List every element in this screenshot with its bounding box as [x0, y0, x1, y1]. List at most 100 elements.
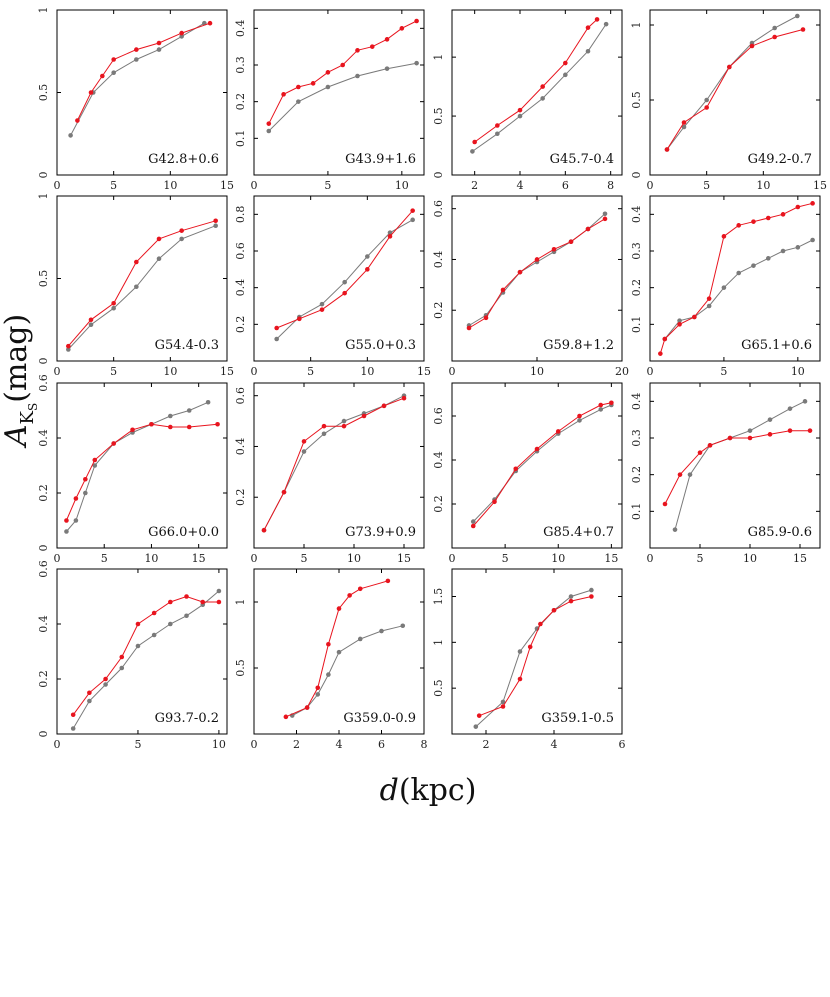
data-point-gray — [103, 682, 108, 687]
data-point-gray — [151, 632, 157, 638]
data-point-red — [598, 402, 604, 408]
y-axis-sub: K — [17, 410, 38, 424]
panel-label: G73.9+0.9 — [345, 525, 416, 540]
y-tick-label: 0.4 — [234, 438, 247, 456]
data-point-gray — [325, 84, 331, 90]
data-point-red — [585, 25, 591, 30]
x-tick-label: 6 — [619, 738, 626, 751]
x-tick-label: 15 — [192, 552, 206, 565]
data-point-red — [111, 441, 116, 446]
series-line-gray — [472, 404, 612, 522]
data-point-gray — [274, 336, 279, 342]
data-point-red — [261, 527, 267, 533]
data-point-red — [747, 435, 753, 441]
data-point-red — [401, 395, 407, 401]
x-tick-label: 5 — [697, 552, 704, 565]
data-point-red — [765, 215, 771, 221]
y-tick-label: 0.6 — [432, 407, 445, 425]
panel-frame — [56, 568, 228, 735]
data-point-gray — [795, 13, 800, 19]
x-tick-label: 10 — [144, 552, 158, 565]
y-tick-label: 0.3 — [234, 56, 247, 74]
data-point-red — [88, 317, 94, 323]
panel-g49-2-0-7: 0 5 10 15 0 0.5 1 G49.2-0.7 — [630, 9, 827, 192]
data-point-red — [381, 403, 387, 409]
series-line-red — [76, 22, 211, 121]
panel-label: G93.7-0.2 — [155, 711, 219, 726]
data-point-gray — [384, 66, 390, 71]
x-tick-label: 15 — [397, 552, 411, 565]
data-point-red — [149, 421, 154, 427]
y-tick-label: 0.8 — [234, 206, 247, 224]
x-tick-label: 15 — [793, 552, 807, 565]
y-tick-label: 0.4 — [432, 251, 445, 269]
data-point-gray — [602, 211, 608, 217]
x-tick-label: 15 — [813, 179, 827, 192]
data-point-red — [184, 594, 189, 599]
y-axis-title: AKS(mag) — [0, 314, 40, 449]
data-point-red — [517, 107, 523, 113]
data-point-gray — [88, 322, 94, 328]
data-point-red — [369, 44, 375, 49]
x-tick-label: 10 — [551, 552, 565, 565]
y-axis-unit: (mag) — [0, 314, 34, 403]
x-tick-label: 5 — [502, 552, 509, 565]
y-axis-subsub: S — [26, 403, 40, 411]
series-line-red — [659, 202, 813, 354]
y-tick-label: 0 — [37, 358, 50, 365]
x-tick-label: 10 — [212, 738, 226, 751]
data-point-red — [772, 34, 777, 40]
data-point-gray — [765, 256, 771, 261]
data-point-gray — [787, 406, 793, 411]
data-point-red — [319, 307, 325, 312]
data-point-red — [658, 351, 663, 356]
series-line-gray — [674, 400, 806, 530]
data-point-red — [589, 594, 594, 599]
x-tick-label: 0 — [54, 365, 61, 378]
data-point-red — [215, 421, 220, 427]
data-point-gray — [563, 72, 568, 78]
y-tick-label: 0.6 — [234, 387, 247, 405]
panel-g66-0-0-0: 0 5 10 15 0 0.2 0.4 0.6 G66.0+0.0 — [37, 374, 228, 565]
data-point-gray — [168, 413, 173, 419]
y-tick-label: 1 — [432, 639, 445, 646]
data-point-gray — [156, 256, 162, 262]
data-point-red — [751, 219, 756, 224]
data-point-red — [540, 84, 545, 89]
data-point-gray — [772, 25, 777, 31]
y-tick-label: 0.2 — [234, 488, 247, 506]
data-point-gray — [205, 399, 211, 405]
y-tick-label: 0.1 — [234, 130, 247, 148]
data-point-red — [517, 269, 523, 275]
data-point-red — [517, 676, 523, 682]
data-point-red — [538, 621, 543, 627]
panel-label: G359.0-0.9 — [343, 711, 416, 726]
data-point-red — [472, 139, 477, 145]
panel-g359-1-0-5: 2 4 6 0.5 1 1.5 G359.1-0.5 — [432, 568, 626, 751]
data-point-gray — [795, 245, 801, 250]
data-point-red — [304, 705, 310, 710]
x-tick-label: 15 — [220, 365, 234, 378]
data-point-red — [585, 226, 591, 232]
data-point-gray — [704, 97, 709, 103]
panel-g359-0-0-9: 0 2 4 6 8 0.5 1 G359.0-0.9 — [234, 568, 428, 751]
data-point-red — [466, 325, 472, 331]
data-point-gray — [70, 726, 76, 731]
data-point-gray — [500, 699, 506, 705]
y-tick-label: 0.2 — [37, 484, 50, 502]
y-tick-label: 0.2 — [234, 316, 247, 334]
data-point-red — [70, 712, 76, 718]
data-point-red — [357, 586, 363, 592]
data-point-red — [179, 228, 184, 233]
panel-frame — [649, 382, 821, 549]
data-point-gray — [767, 417, 773, 422]
data-point-gray — [355, 73, 360, 79]
series-line-gray — [268, 62, 417, 132]
panel-label: G54.4-0.3 — [155, 338, 219, 353]
data-point-gray — [336, 649, 342, 655]
data-point-red — [200, 599, 206, 605]
data-point-gray — [315, 692, 321, 697]
data-point-red — [297, 316, 302, 322]
y-tick-label: 0 — [37, 545, 50, 552]
data-point-red — [787, 428, 793, 433]
